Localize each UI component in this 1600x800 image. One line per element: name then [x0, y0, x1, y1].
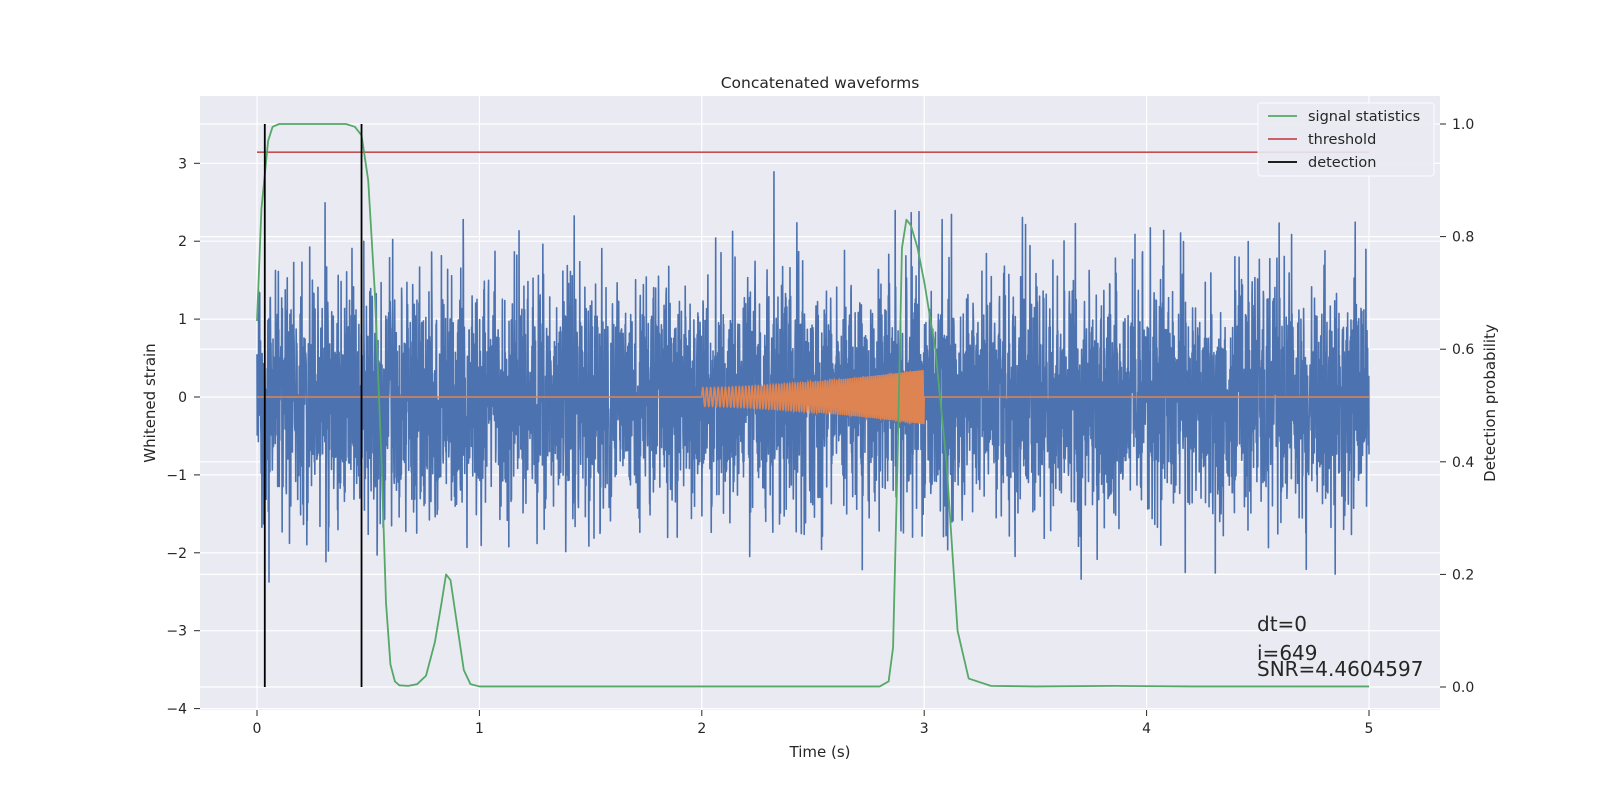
annotation-index: i=649	[1257, 641, 1318, 665]
x-tick-label: 4	[1142, 721, 1151, 737]
y-tick-label: 1	[178, 312, 187, 328]
plot-content	[256, 123, 1370, 688]
y-tick-label: −3	[166, 624, 187, 640]
y2-tick-label: 0.6	[1452, 342, 1474, 358]
x-tick-label: 0	[253, 721, 262, 737]
x-tick-label: 1	[475, 721, 484, 737]
legend-label-signal-statistics: signal statistics	[1308, 109, 1420, 125]
y2-tick-label: 0.0	[1452, 680, 1474, 696]
y-tick-label: 0	[178, 390, 187, 406]
y2-tick-label: 1.0	[1452, 117, 1474, 133]
annotations: dt=0 i=649 SNR=4.4604597	[1257, 612, 1423, 681]
x-tick-label: 5	[1365, 721, 1374, 737]
y-tick-label: −1	[166, 468, 187, 484]
x-axis-label: Time (s)	[789, 743, 851, 761]
legend: signal statistics threshold detection	[1257, 102, 1435, 177]
annotation-dt: dt=0	[1257, 612, 1307, 636]
y2-axis-label: Detection probability	[1481, 324, 1499, 482]
series-signal-statistics	[256, 123, 1369, 688]
y-tick-label: −4	[166, 702, 187, 718]
chart-title: Concatenated waveforms	[721, 74, 920, 92]
y2-tick-label: 0.2	[1452, 567, 1474, 583]
y-tick-label: 2	[178, 234, 187, 250]
y-tick-label: −2	[166, 546, 187, 562]
legend-box	[1257, 102, 1435, 177]
series-injected-waveform	[257, 369, 1369, 425]
series-strain-noise	[256, 171, 1370, 583]
x-tick-label: 3	[920, 721, 929, 737]
y2-tick-label: 0.8	[1452, 230, 1474, 246]
y-tick-label: 3	[178, 156, 187, 172]
legend-label-detection: detection	[1308, 155, 1376, 171]
legend-label-threshold: threshold	[1308, 132, 1376, 148]
annotation-snr: SNR=4.4604597	[1257, 657, 1423, 681]
x-tick-label: 2	[697, 721, 706, 737]
axes: 0 1 2 3 4 5 −4 −3 −2 −1 0 1 2 3 0.0 0.2 0.4 0.6 0.8 1.0	[166, 117, 1474, 737]
y-axis-label: Whitened strain	[141, 343, 159, 462]
y2-tick-label: 0.4	[1452, 455, 1474, 471]
